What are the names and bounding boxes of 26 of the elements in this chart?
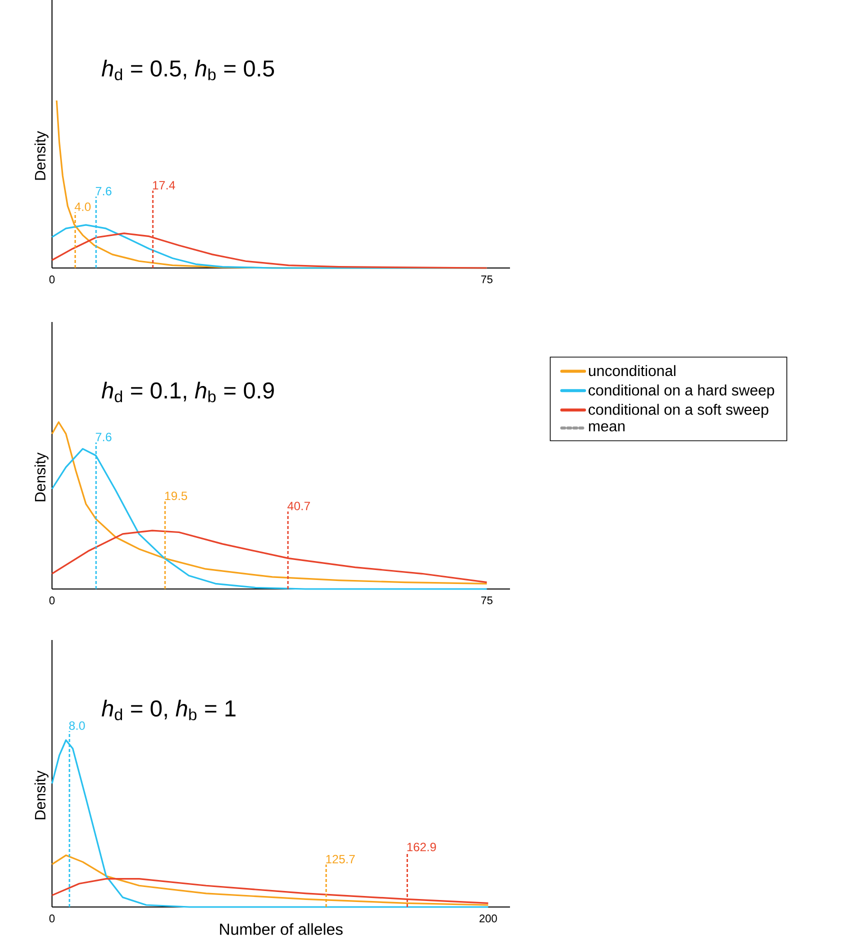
chart-title: h$_{d}$ = 0, h$_{b}$ = 1	[102, 700, 236, 720]
ref-line-label: 8.0	[69, 721, 85, 730]
legend-label: conditional on a hard sweep	[588, 384, 774, 398]
ref-line-label: 162.9	[407, 842, 436, 852]
ref-line-label: 4.0	[74, 202, 91, 212]
legend-label: unconditional	[588, 365, 676, 376]
x-axis-title: Number of alleles	[220, 923, 343, 935]
y-axis-title: Density	[34, 452, 48, 502]
x-tick-label: 200	[480, 914, 497, 922]
ref-line-label: 7.6	[96, 432, 112, 442]
ref-line-label: 125.7	[326, 854, 355, 864]
x-tick-label: 75	[481, 596, 492, 604]
x-tick-label: 75	[481, 276, 492, 284]
ref-line-label: 19.5	[165, 492, 188, 500]
y-axis-title: Density	[34, 131, 48, 180]
ref-line-label: 7.6	[96, 186, 112, 196]
chart-title: h$_{d}$ = 0.1, h$_{b}$ = 0.9	[102, 382, 274, 402]
legend-label: conditional on a soft sweep	[588, 404, 768, 418]
y-axis-title: Density	[34, 770, 48, 820]
text: mean	[588, 423, 625, 432]
x-tick-label: 0	[49, 596, 55, 604]
x-tick-label: 0	[49, 914, 55, 922]
chart-title: h$_{d}$ = 0.5, h$_{b}$ = 0.5	[102, 60, 274, 80]
x-tick-label: 0	[49, 276, 55, 284]
ref-line-label: 17.4	[152, 181, 176, 190]
ref-line-label: 40.7	[287, 502, 310, 510]
